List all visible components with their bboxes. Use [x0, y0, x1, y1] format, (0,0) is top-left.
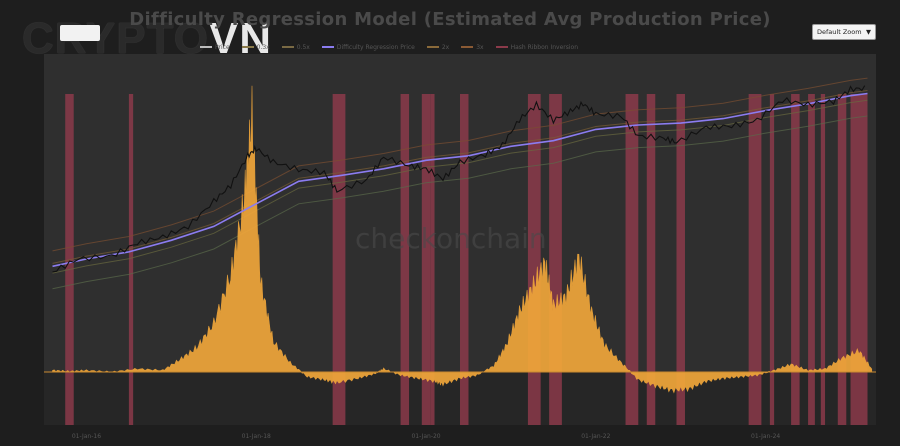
legend-label: 0.5x — [296, 43, 310, 51]
legend-item[interactable]: Hash Ribbon Inversion — [495, 43, 579, 51]
hash-ribbon-inversion-bar — [549, 94, 562, 425]
difficulty-regression-line — [52, 92, 868, 268]
hash-ribbon-inversion-bar — [808, 94, 815, 425]
legend-swatch — [321, 46, 334, 48]
legend-item[interactable]: 2x — [426, 43, 450, 51]
legend-label: Difficulty Regression Price — [336, 43, 415, 51]
checkonchain-watermark: checkonchain — [355, 222, 547, 255]
chart-legend: Price 0.3x 0.5x Difficulty Regression Price… — [200, 41, 578, 53]
legend-label: 0.3x — [256, 43, 270, 51]
legend-swatch — [200, 46, 212, 48]
hash-ribbon-inversion-bar — [430, 94, 435, 425]
hash-ribbon-inversion-bar — [128, 94, 134, 425]
hash-ribbon-inversion-bar — [460, 94, 469, 425]
legend-swatch — [461, 46, 474, 48]
legend-swatch — [281, 46, 294, 48]
legend-swatch — [241, 46, 254, 48]
brand-text-vn: VN — [208, 14, 273, 63]
brand-watermark: CRYPTOVN — [22, 14, 272, 64]
hash-ribbon-inversion-bar — [400, 94, 410, 425]
hash-ribbon-inversion-bar — [837, 94, 847, 425]
brand-text-crypto: CRYPTO — [22, 14, 209, 63]
legend-swatch — [426, 46, 439, 48]
legend-swatch — [495, 46, 508, 48]
x-tick-label: 01-Jan-16 — [72, 433, 101, 440]
x-tick-label: 01-Jan-22 — [581, 433, 610, 440]
band-line-0_5x — [52, 99, 868, 274]
legend-item[interactable]: Price — [200, 44, 230, 51]
hash-ribbon-inversion-bar — [748, 94, 762, 425]
x-tick-label: 01-Jan-18 — [242, 433, 271, 440]
legend-label: 2x — [441, 43, 450, 51]
x-tick-label: 01-Jan-24 — [751, 433, 780, 440]
hash-ribbon-inversion-bar — [421, 94, 431, 425]
hash-ribbon-inversion-bar — [791, 94, 800, 425]
logo-icon — [60, 25, 100, 41]
legend-label: 3x — [476, 43, 484, 51]
hash-ribbon-inversion-bar — [769, 94, 775, 425]
price-line — [52, 85, 866, 273]
band-line-0_3x — [52, 115, 868, 290]
legend-label: Hash Ribbon Inversion — [510, 43, 579, 51]
chart-title: Difficulty Regression Model (Estimated A… — [129, 9, 771, 30]
hash-ribbon-inversion-bar — [625, 94, 639, 425]
regression-oscillator-area — [52, 85, 873, 394]
hash-ribbon-inversion-bar — [820, 94, 826, 425]
band-line-3x — [52, 77, 868, 252]
legend-label: Price — [215, 43, 230, 51]
zoom-select[interactable]: Default Zoom ▼ — [812, 24, 876, 40]
legend-item[interactable]: 0.3x — [241, 43, 270, 51]
hash-ribbon-inversion-bar — [850, 94, 868, 425]
band-line-2x — [52, 90, 868, 264]
legend-item[interactable]: 0.5x — [281, 43, 310, 51]
zoom-label: Default Zoom — [817, 28, 862, 36]
hash-ribbon-inversion-bar — [646, 94, 656, 425]
x-tick-label: 01-Jan-20 — [411, 433, 440, 440]
hash-ribbon-inversion-bar — [676, 94, 685, 425]
legend-item[interactable]: Difficulty Regression Price — [321, 43, 415, 51]
legend-item[interactable]: 3x — [461, 43, 484, 51]
chevron-down-icon: ▼ — [866, 28, 871, 36]
